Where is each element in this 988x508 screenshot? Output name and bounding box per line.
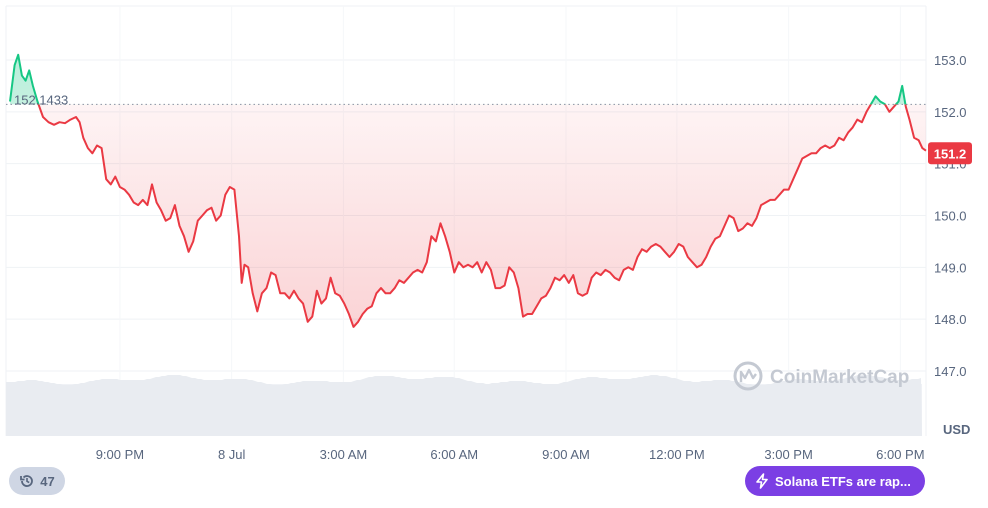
coinmarketcap-logo-icon	[733, 361, 763, 391]
lightning-icon	[756, 473, 768, 489]
y-tick-label: 147.0	[934, 364, 967, 379]
plot-frame	[5, 5, 927, 436]
x-tick-label: 9:00 PM	[96, 447, 144, 462]
volume-area	[6, 375, 922, 436]
y-tick-label: 152.0	[934, 105, 967, 120]
news-headline: Solana ETFs are rap...	[775, 473, 911, 489]
x-tick-label: 9:00 AM	[542, 447, 590, 462]
open-price-label: 152.1433	[14, 92, 68, 107]
x-tick-label: 3:00 AM	[320, 447, 368, 462]
x-tick-label: 6:00 PM	[876, 447, 924, 462]
watermark-text: CoinMarketCap	[770, 367, 909, 388]
history-count: 47	[40, 473, 55, 489]
below-open-fill	[10, 104, 926, 327]
news-button[interactable]: Solana ETFs are rap...	[745, 466, 925, 496]
coinmarketcap-watermark: CoinMarketCap	[733, 361, 909, 391]
history-button[interactable]: 47	[9, 467, 65, 495]
y-tick-label: 153.0	[934, 53, 967, 68]
history-icon	[20, 475, 34, 487]
y-tick-label: 149.0	[934, 260, 967, 275]
current-price-label: 151.2	[934, 146, 967, 161]
unit-label: USD	[943, 422, 970, 437]
x-tick-label: 6:00 AM	[430, 447, 478, 462]
x-tick-label: 3:00 PM	[764, 447, 812, 462]
volume-profile	[6, 375, 922, 436]
price-line-down	[37, 104, 927, 328]
x-axis: 9:00 PM 8 Jul 3:00 AM 6:00 AM 9:00 AM 12:00 P…	[96, 447, 925, 462]
x-tick-label: 12:00 PM	[649, 447, 705, 462]
y-tick-label: 150.0	[934, 209, 967, 224]
x-tick-label: 8 Jul	[218, 447, 246, 462]
y-tick-label: 148.0	[934, 312, 967, 327]
current-price-badge: 151.2	[928, 142, 972, 165]
